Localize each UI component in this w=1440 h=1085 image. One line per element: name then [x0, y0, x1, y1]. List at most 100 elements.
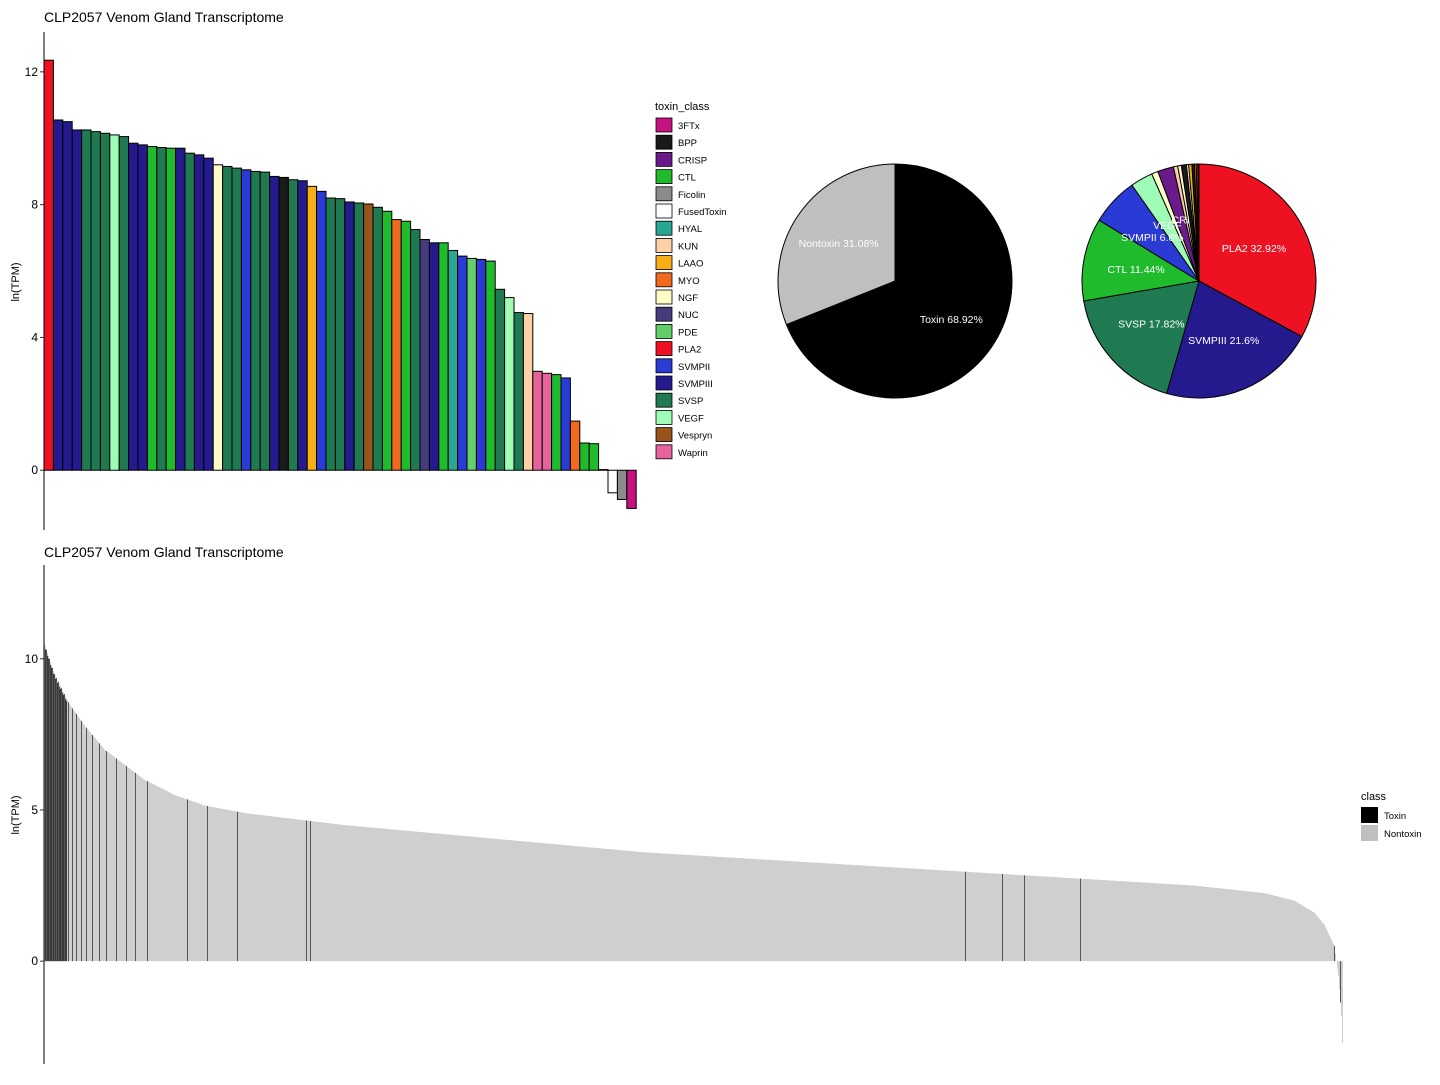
legend-label-vespryn: Vespryn — [678, 431, 712, 442]
top-y-tick-label: 12 — [25, 65, 39, 79]
top-bar-ctl — [400, 220, 412, 471]
bottom-chart-ylabel: ln(TPM) — [10, 795, 22, 834]
top-bar-svsp — [118, 136, 130, 471]
top-chart-title: CLP2057 Venom Gland Transcriptome — [44, 9, 284, 25]
top-bar-vegf — [109, 134, 120, 471]
legend-label-3ftx: 3FTx — [678, 121, 700, 132]
top-bar-ctl — [381, 210, 393, 471]
legend-label-pde: PDE — [678, 327, 698, 338]
top-bar-kun — [522, 313, 534, 471]
top-bar-fusedtoxin — [598, 469, 609, 471]
pie2-label-svmpiii: SVMPIII 21.6% — [1188, 335, 1259, 347]
pie2-slice-vespryn — [1197, 163, 1200, 282]
top-bar-svmpii — [240, 169, 252, 471]
pie1-slice-toxin — [785, 163, 1013, 399]
top-bar-vegf — [504, 297, 515, 471]
class-legend-title: class — [1361, 791, 1387, 803]
top-bar-svsp — [325, 197, 336, 471]
legend-label-pla2: PLA2 — [678, 345, 701, 356]
top-bar-3ftx — [626, 469, 637, 509]
class-legend-key-toxin — [1361, 807, 1378, 823]
legend-label-ctl: CTL — [678, 173, 696, 184]
legend-key-ngf — [655, 289, 673, 305]
bottom-y-tick-label: 0 — [31, 954, 38, 968]
legend-key-waprin — [655, 444, 673, 460]
pie1-label-toxin: Toxin 68.92% — [920, 314, 983, 326]
legend-label-kun: KUN — [678, 241, 698, 252]
legend-label-crisp: CRISP — [678, 155, 707, 166]
top-y-tick-label: 4 — [31, 330, 38, 344]
top-bar-ngf — [212, 164, 224, 471]
pie2-label-ctl: CTL 11.44% — [1108, 264, 1165, 276]
top-bar-svsp — [81, 129, 92, 471]
legend-key-svsp — [655, 392, 673, 408]
top-bar-svsp — [353, 202, 365, 471]
top-bar-chart: CLP2057 Venom Gland Transcriptome ln(TPM… — [10, 9, 727, 530]
top-bar-svmpiii — [193, 154, 205, 471]
top-bar-svmpiii — [71, 129, 83, 471]
top-bar-svsp — [287, 179, 299, 471]
top-bar-svsp — [494, 288, 506, 471]
class-legend-label-nontoxin: Nontoxin — [1384, 829, 1422, 840]
pie2-label-svsp: SVSP 17.82% — [1118, 319, 1184, 331]
top-bar-hyal — [447, 249, 459, 471]
legend-key-fusedtoxin — [655, 203, 673, 219]
top-bar-ctl — [551, 374, 562, 471]
top-bar-ctl — [146, 146, 158, 471]
top-bar-svmpii — [316, 190, 327, 471]
toxin-nontoxin-pie: Toxin 68.92% Nontoxin 31.08% — [777, 163, 1013, 399]
top-bar-svsp — [259, 171, 271, 471]
top-bar-ctl — [588, 443, 600, 471]
top-chart-bars — [43, 59, 637, 509]
top-bar-svsp — [334, 198, 346, 471]
top-bar-svmpiii — [203, 157, 214, 471]
bottom-chart-y-axis: 0 5 10 — [25, 565, 45, 1064]
legend-key-laao — [655, 255, 673, 271]
legend-key-vespryn — [655, 427, 673, 443]
class-legend-key-nontoxin — [1361, 825, 1378, 841]
top-bar-svmpiii — [344, 201, 355, 471]
top-bar-svmpiii — [428, 242, 440, 471]
class-legend-label-toxin: Toxin — [1384, 811, 1406, 822]
pie2-slice-pla2 — [1198, 163, 1317, 338]
top-y-tick-label: 8 — [31, 198, 38, 212]
top-bar-svsp — [222, 165, 233, 471]
legend-label-svsp: SVSP — [678, 396, 703, 407]
legend-key-bpp — [655, 134, 673, 150]
legend-key-ficolin — [655, 186, 673, 202]
top-bar-waprin — [541, 372, 553, 471]
top-bar-svmpii — [475, 258, 487, 471]
legend-label-vegf: VEGF — [678, 413, 704, 424]
top-bar-svsp — [372, 206, 383, 471]
top-bar-svmpii — [560, 377, 571, 471]
top-bar-ctl — [438, 242, 449, 471]
legend-label-laao: LAAO — [678, 259, 703, 270]
top-bar-svmpiii — [297, 180, 308, 471]
top-bar-svsp — [184, 152, 195, 471]
legend-key-svmpiii — [655, 375, 673, 391]
top-bar-svmpiii — [269, 175, 280, 471]
bottom-chart-title: CLP2057 Venom Gland Transcriptome — [44, 544, 284, 560]
top-bar-svsp — [410, 229, 421, 471]
top-bar-svmpiii — [52, 119, 64, 471]
pie2-label-crisp: CRI — [1172, 214, 1190, 226]
top-bar-nuc — [419, 239, 430, 471]
legend-label-myo: MYO — [678, 276, 700, 287]
legend-key-crisp — [655, 151, 673, 167]
legend-label-hyal: HYAL — [678, 224, 702, 235]
pie2-label-svmpii: SVMPII 6.6% — [1121, 232, 1183, 244]
top-bar-svmpii — [457, 255, 468, 471]
toxin-class-pie: PLA2 32.92% SVMPIII 21.6% SVSP 17.82% CTL 1… — [1081, 163, 1317, 399]
legend-label-bpp: BPP — [678, 138, 697, 149]
nontoxin-bars-area — [44, 643, 1343, 1043]
legend-label-ficolin: Ficolin — [678, 190, 705, 201]
legend-label-svmpiii: SVMPIII — [678, 379, 713, 390]
top-bar-ctl — [485, 260, 496, 471]
top-bar-svsp — [250, 170, 261, 471]
top-chart-y-axis: 0 4 8 12 — [25, 32, 45, 530]
pie2-slice-svmpiii — [1165, 280, 1303, 399]
top-bar-ficolin — [616, 469, 628, 500]
pie2-slice-ctl — [1081, 219, 1201, 302]
